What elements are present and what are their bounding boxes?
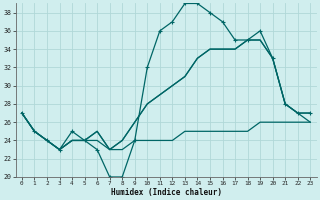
X-axis label: Humidex (Indice chaleur): Humidex (Indice chaleur) — [111, 188, 221, 197]
